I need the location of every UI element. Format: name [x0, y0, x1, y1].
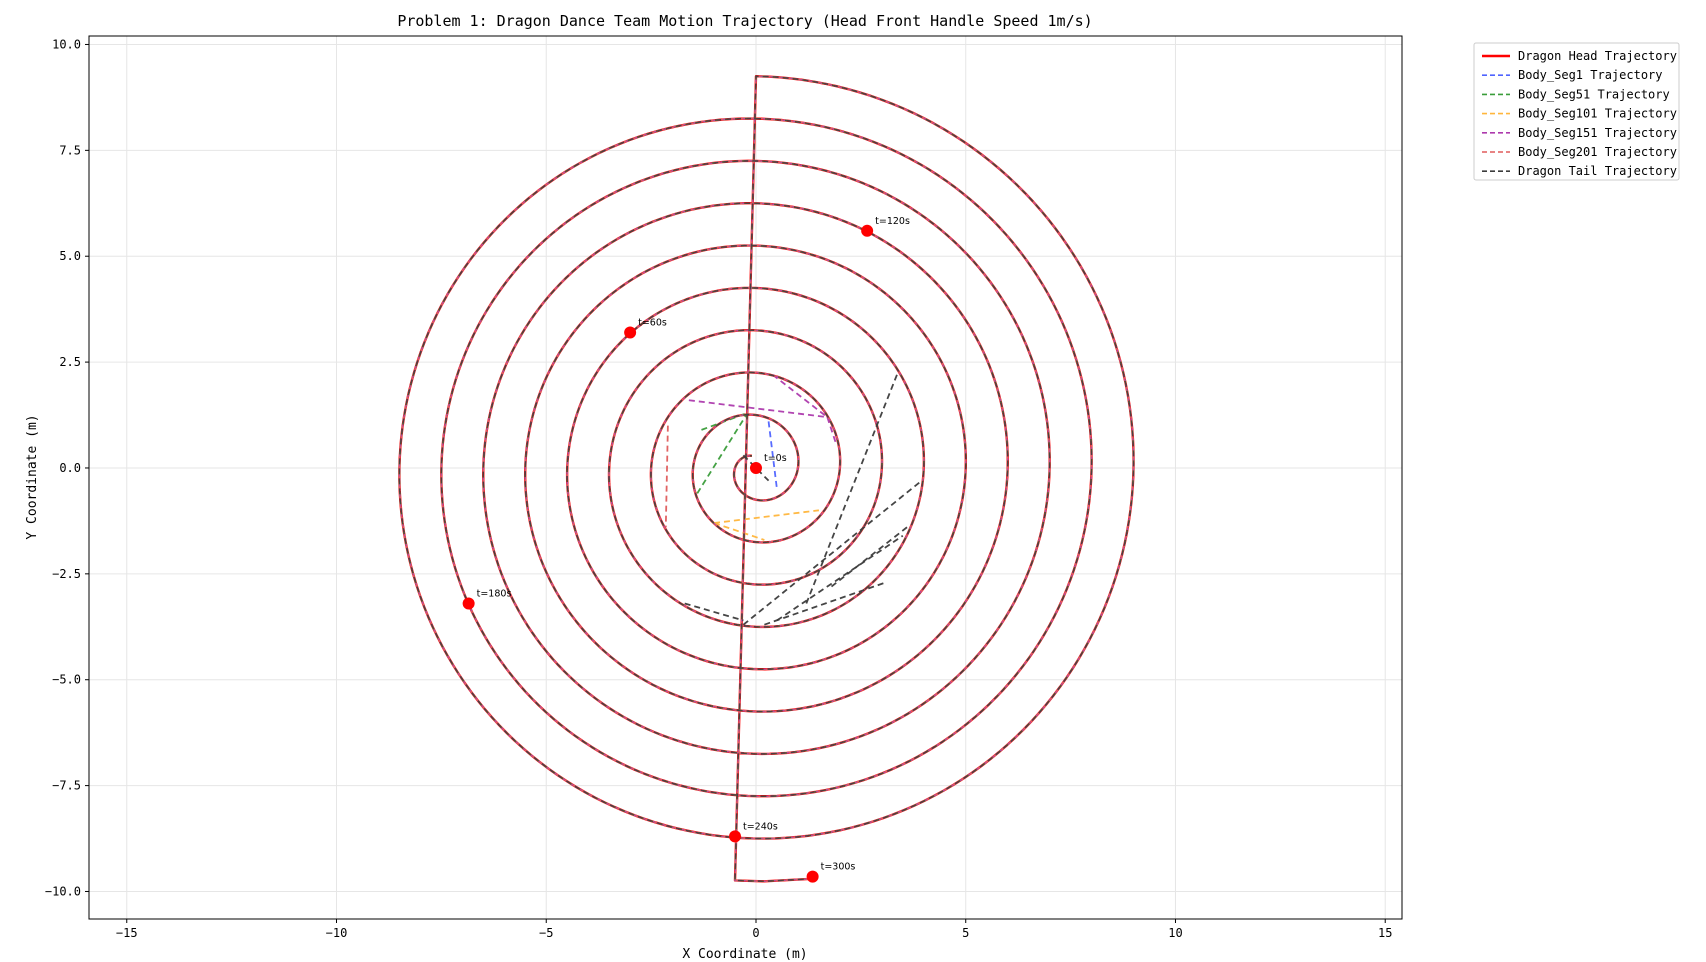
- time-marker-point: [624, 326, 637, 339]
- series-segment-7: [742, 454, 770, 482]
- y-tick-label: −2.5: [52, 567, 81, 581]
- time-marker-point: [729, 830, 742, 843]
- plot-area: [398, 75, 1135, 883]
- legend: Dragon Head Trajectory Body_Seg1 Trajecto…: [1473, 42, 1680, 181]
- legend-label: Body_Seg151 Trajectory: [1518, 126, 1677, 140]
- series-segment-7: [830, 526, 908, 588]
- legend-label: Body_Seg101 Trajectory: [1518, 107, 1677, 121]
- x-tick-label: 0: [752, 926, 759, 940]
- series-segment-7: [742, 479, 923, 626]
- y-tick-label: 7.5: [59, 143, 81, 157]
- time-marker-label: t=180s: [477, 588, 512, 599]
- x-tick-label: 5: [962, 926, 969, 940]
- series-segment-7: [776, 534, 904, 622]
- x-tick-label: −5: [539, 926, 553, 940]
- series-segment-7: [805, 370, 900, 604]
- legend-label: Dragon Tail Trajectory: [1518, 164, 1677, 178]
- x-tick-label: 15: [1378, 926, 1392, 940]
- time-marker-label: t=0s: [764, 453, 787, 464]
- series-segment-6: [664, 425, 669, 528]
- y-axis-label: Y Coordinate (m): [25, 414, 40, 539]
- y-tick-label: 5.0: [59, 249, 81, 263]
- time-marker-point: [806, 870, 819, 883]
- series-segment-3: [696, 412, 749, 494]
- x-tick-label: 10: [1168, 926, 1182, 940]
- time-marker-label: t=300s: [821, 862, 856, 873]
- plot-frame: [88, 35, 1403, 920]
- chart-title: Problem 1: Dragon Dance Team Motion Traj…: [397, 12, 1092, 30]
- axis-ticks: −15 −10 −5 0 5 10 15 −10.0 −7.5 −5.0 −2.5 0.0 2.5 5.0…: [45, 37, 1393, 940]
- time-marker-point: [749, 461, 762, 474]
- y-tick-label: −5.0: [52, 673, 81, 687]
- time-markers: t=0s t=60s t=120s t=180s t=240s t=300s: [462, 216, 910, 883]
- x-tick-label: −15: [116, 926, 138, 940]
- y-tick-label: 0.0: [59, 461, 81, 475]
- x-tick-label: −10: [326, 926, 348, 940]
- y-tick-label: −7.5: [52, 779, 81, 793]
- y-tick-label: 2.5: [59, 355, 81, 369]
- series-segment-7: [684, 602, 744, 622]
- time-marker-label: t=60s: [638, 317, 667, 328]
- series-segment-5: [688, 399, 828, 419]
- series-segment-5: [772, 374, 828, 418]
- time-marker-label: t=120s: [875, 216, 910, 227]
- legend-label: Body_Seg51 Trajectory: [1518, 87, 1670, 101]
- series-segment-5: [826, 416, 837, 443]
- legend-label: Body_Seg1 Trajectory: [1518, 68, 1663, 82]
- time-marker-point: [462, 597, 475, 610]
- series-segment-7: [764, 581, 887, 626]
- series-path-7: [398, 75, 1135, 883]
- y-tick-label: 10.0: [52, 37, 81, 51]
- series-segment-4: [713, 522, 765, 541]
- time-marker-label: t=240s: [743, 821, 778, 832]
- x-axis-label: X Coordinate (m): [682, 947, 807, 962]
- legend-label: Body_Seg201 Trajectory: [1518, 145, 1677, 159]
- time-marker-point: [861, 224, 874, 237]
- series-segment-2: [767, 421, 778, 490]
- y-tick-label: −10.0: [45, 884, 81, 898]
- legend-label: Dragon Head Trajectory: [1518, 49, 1677, 63]
- legend-box: [1473, 42, 1680, 181]
- series-segment-4: [713, 509, 820, 524]
